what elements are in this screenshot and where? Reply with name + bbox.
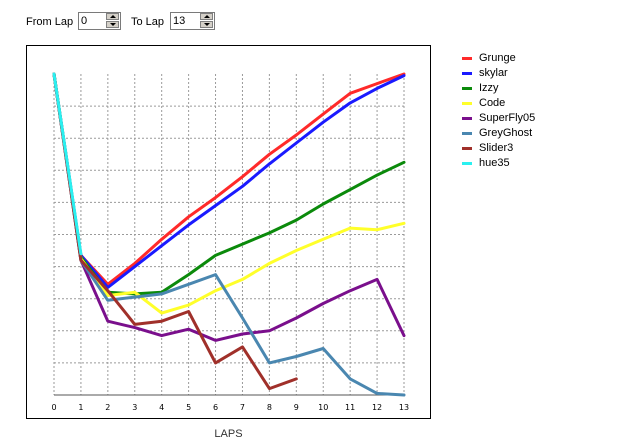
x-tick-labels: 0 1 2 3 4 5 6 7 8 9 10 11 12 13 [51, 403, 409, 412]
legend-swatch [462, 102, 472, 105]
legend-swatch [462, 117, 472, 120]
x-tick-label: 4 [159, 403, 164, 412]
from-lap-label: From Lap [26, 16, 74, 28]
legend-swatch [462, 87, 472, 90]
legend-label: GreyGhost [479, 127, 533, 139]
to-lap-spinner[interactable] [170, 12, 215, 30]
to-lap-input[interactable] [173, 14, 195, 28]
to-lap-down-button[interactable] [200, 21, 213, 28]
x-axis-label: LAPS [214, 428, 243, 440]
arrow-up-icon [203, 15, 210, 18]
arrow-down-icon [203, 23, 210, 26]
chart-canvas: 0 1 2 3 4 5 6 7 8 9 10 11 12 13 [51, 72, 409, 412]
x-tick-label: 8 [267, 403, 272, 412]
arrow-up-icon [109, 15, 116, 18]
chart-axes [53, 74, 404, 396]
x-tick-label: 3 [132, 403, 137, 412]
legend-label: Grunge [479, 52, 516, 64]
series-line-code [52, 72, 406, 315]
legend-label: SuperFly05 [479, 112, 536, 124]
x-tick-label: 9 [294, 403, 299, 412]
legend-swatch [462, 162, 472, 165]
chart-grid [54, 74, 405, 396]
series-line-hue35 [52, 72, 83, 256]
from-lap-down-button[interactable] [106, 21, 119, 28]
x-tick-label: 1 [78, 403, 83, 412]
legend-swatch [462, 57, 472, 60]
lap-position-chart: 0 1 2 3 4 5 6 7 8 9 10 11 12 13 [26, 45, 431, 419]
x-tick-label: 6 [213, 403, 218, 412]
series-line-grunge [52, 72, 406, 286]
legend-label: Code [479, 97, 506, 109]
x-tick-label: 13 [399, 403, 409, 412]
legend-label: skylar [479, 67, 508, 79]
legend-label: Izzy [479, 82, 499, 94]
legend-label: hue35 [479, 157, 510, 169]
legend-label: Slider3 [479, 142, 514, 154]
legend-swatch [462, 147, 472, 150]
series-line-superfly05 [52, 72, 406, 342]
series-line-skylar [52, 72, 406, 289]
x-tick-label: 11 [345, 403, 355, 412]
series-line-greyghost [52, 72, 406, 397]
x-tick-label: 7 [240, 403, 245, 412]
from-lap-spinner[interactable] [78, 12, 121, 30]
from-lap-input[interactable] [81, 14, 103, 28]
to-lap-label: To Lap [131, 16, 165, 28]
x-tick-label: 0 [51, 403, 56, 412]
chart-series [52, 72, 406, 397]
to-lap-up-button[interactable] [200, 13, 213, 20]
legend-swatch [462, 132, 472, 135]
x-tick-label: 2 [105, 403, 110, 412]
series-line-izzy [52, 72, 406, 296]
series-line-slider3 [52, 72, 298, 391]
legend-swatch [462, 72, 472, 75]
x-tick-label: 10 [318, 403, 328, 412]
arrow-down-icon [109, 23, 116, 26]
x-tick-label: 5 [186, 403, 191, 412]
from-lap-up-button[interactable] [106, 13, 119, 20]
x-tick-label: 12 [372, 403, 382, 412]
